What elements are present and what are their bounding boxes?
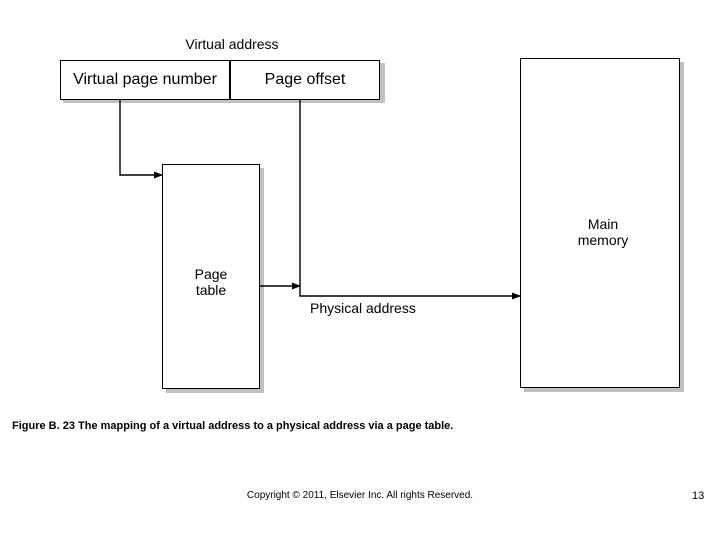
main-memory-label: Main memory [563, 200, 643, 248]
diagram-canvas: Virtual page number Page offset Virtual … [0, 0, 720, 540]
copyright-text: Copyright © 2011, Elsevier Inc. All righ… [200, 490, 520, 501]
physical-address-label: Physical address [310, 300, 460, 316]
page-offset-label: Page offset [265, 71, 346, 89]
page-offset-box: Page offset [230, 60, 380, 100]
arrow-vpn-to-pagetable [120, 100, 162, 175]
virtual-address-heading: Virtual address [162, 36, 302, 52]
figure-caption: Figure B. 23 The mapping of a virtual ad… [12, 420, 453, 432]
page-number: 13 [692, 490, 704, 502]
arrow-offset-to-physical [300, 100, 520, 296]
virtual-page-number-label: Virtual page number [73, 71, 217, 89]
page-table-label: Page table [181, 250, 241, 298]
virtual-page-number-box: Virtual page number [60, 60, 230, 100]
